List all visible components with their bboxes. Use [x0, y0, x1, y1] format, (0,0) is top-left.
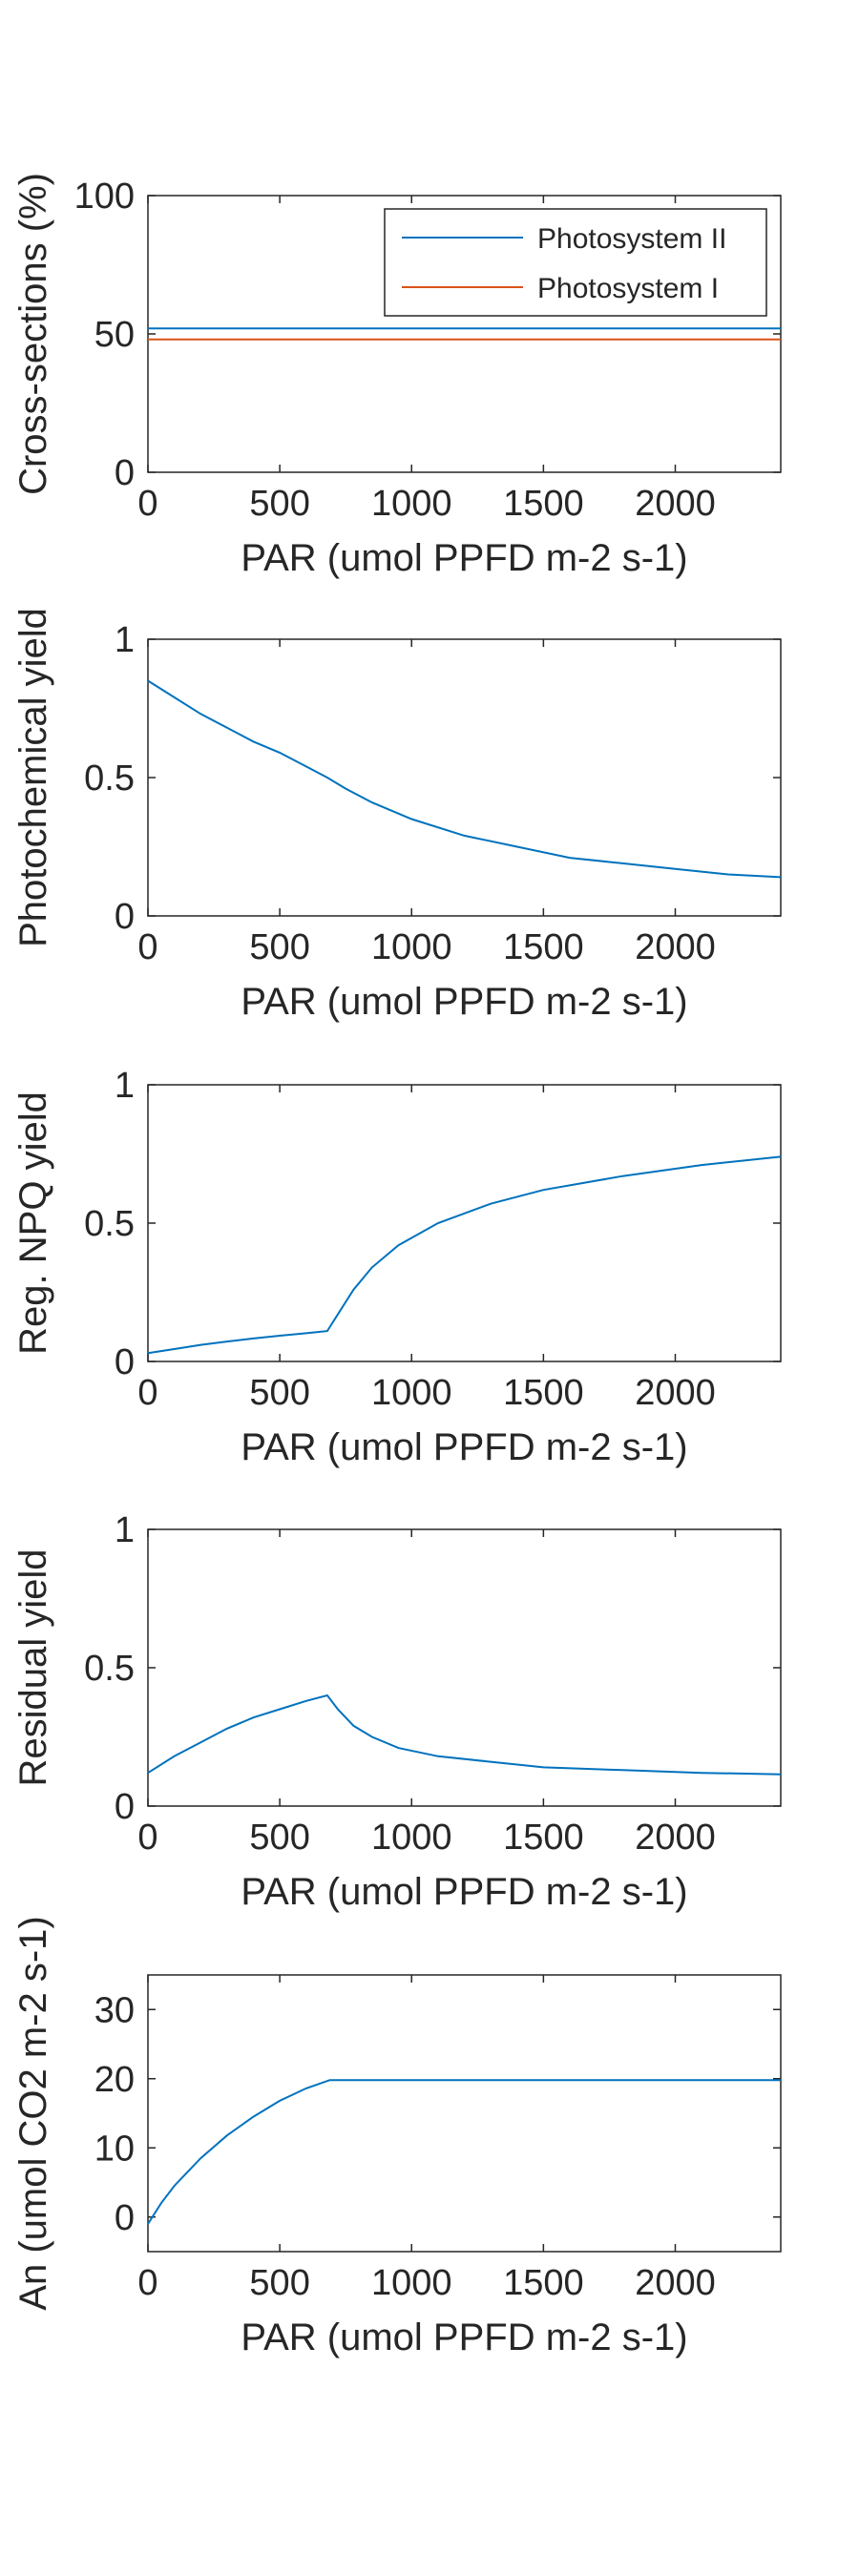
panel-cross-sections: 0 500 1000 1500 2000 0 50 100 PAR (umol PPFD m-2… — [12, 173, 782, 579]
y-tick-label: 1 — [115, 1066, 135, 1106]
y-tick-label: 100 — [74, 177, 135, 217]
x-tick-label: 0 — [137, 484, 157, 524]
y-axis-label: Cross-sections (%) — [12, 173, 54, 495]
x-axis-label: PAR (umol PPFD m-2 s-1) — [241, 981, 687, 1023]
x-tick-label: 2000 — [635, 927, 716, 967]
y-axis-label: Reg. NPQ yield — [12, 1091, 54, 1355]
axes-box — [147, 1084, 782, 1362]
legend-label: Photosystem II — [537, 223, 726, 255]
x-tick-label: 1500 — [503, 2263, 584, 2303]
y-axis-label: An (umol CO2 m-2 s-1) — [12, 1916, 54, 2310]
x-axis-label: PAR (umol PPFD m-2 s-1) — [241, 2316, 687, 2358]
legend-label: Photosystem I — [537, 273, 719, 304]
y-tick-label: 0 — [115, 2198, 135, 2238]
x-tick-label: 2000 — [635, 1818, 716, 1858]
x-tick-label: 500 — [249, 2263, 309, 2303]
panel-net-assimilation: 0 500 1000 1500 2000 0 10 20 30 PAR (umol PPFD m-… — [12, 1916, 782, 2358]
x-tick-label: 2000 — [635, 1373, 716, 1413]
y-axis-label: Photochemical yield — [12, 608, 54, 947]
x-tick-label: 1000 — [371, 1818, 452, 1858]
series-line — [147, 1155, 782, 1355]
y-tick-label: 0 — [115, 1342, 135, 1382]
legend-box — [384, 208, 767, 317]
axes-box — [147, 1974, 782, 2253]
y-tick-label: 20 — [94, 2060, 135, 2100]
y-tick-label: 0.5 — [84, 758, 135, 799]
y-tick-label: 0 — [115, 897, 135, 937]
y-axis-label: Residual yield — [12, 1548, 54, 1786]
x-tick-label: 2000 — [635, 484, 716, 524]
x-tick-label: 500 — [249, 927, 309, 967]
legend: Photosystem II Photosystem I — [384, 208, 767, 317]
axes-box — [147, 638, 782, 917]
x-axis-label: PAR (umol PPFD m-2 s-1) — [241, 537, 687, 579]
x-tick-label: 1000 — [371, 484, 452, 524]
series-line — [147, 2079, 781, 2225]
panel-photochemical-yield: 0 500 1000 1500 2000 0 0.5 1 PAR (umol PPFD m-2 … — [12, 608, 782, 1023]
series-line — [147, 679, 782, 879]
x-tick-label: 0 — [137, 927, 157, 967]
y-tick-label: 0.5 — [84, 1204, 135, 1244]
y-tick-label: 30 — [94, 1990, 135, 2030]
series-line — [147, 1693, 782, 1776]
x-tick-label: 0 — [137, 1373, 157, 1413]
x-tick-label: 500 — [249, 1373, 309, 1413]
y-tick-label: 0 — [115, 1787, 135, 1827]
x-tick-label: 1500 — [503, 927, 584, 967]
x-tick-label: 1000 — [371, 1373, 452, 1413]
y-tick-label: 1 — [115, 620, 135, 660]
x-tick-label: 2000 — [635, 2263, 716, 2303]
panel-reg-npq-yield: 0 500 1000 1500 2000 0 0.5 1 PAR (umol PPFD m-2 … — [12, 1066, 782, 1468]
y-tick-label: 0.5 — [84, 1649, 135, 1689]
x-tick-label: 1500 — [503, 1373, 584, 1413]
x-tick-label: 500 — [249, 484, 309, 524]
x-axis-label: PAR (umol PPFD m-2 s-1) — [241, 1871, 687, 1913]
y-tick-label: 0 — [115, 453, 135, 493]
x-tick-label: 1000 — [371, 927, 452, 967]
x-tick-label: 0 — [137, 2263, 157, 2303]
x-tick-label: 1500 — [503, 1818, 584, 1858]
x-tick-label: 500 — [249, 1818, 309, 1858]
y-tick-label: 1 — [115, 1510, 135, 1550]
x-tick-label: 1000 — [371, 2263, 452, 2303]
x-tick-label: 1500 — [503, 484, 584, 524]
x-tick-label: 0 — [137, 1818, 157, 1858]
x-axis-label: PAR (umol PPFD m-2 s-1) — [241, 1426, 687, 1468]
y-tick-label: 10 — [94, 2129, 135, 2169]
panel-residual-yield: 0 500 1000 1500 2000 0 0.5 1 PAR (umol PPFD m-2 … — [12, 1510, 782, 1913]
y-tick-label: 50 — [94, 315, 135, 355]
axes-box — [147, 1528, 782, 1807]
